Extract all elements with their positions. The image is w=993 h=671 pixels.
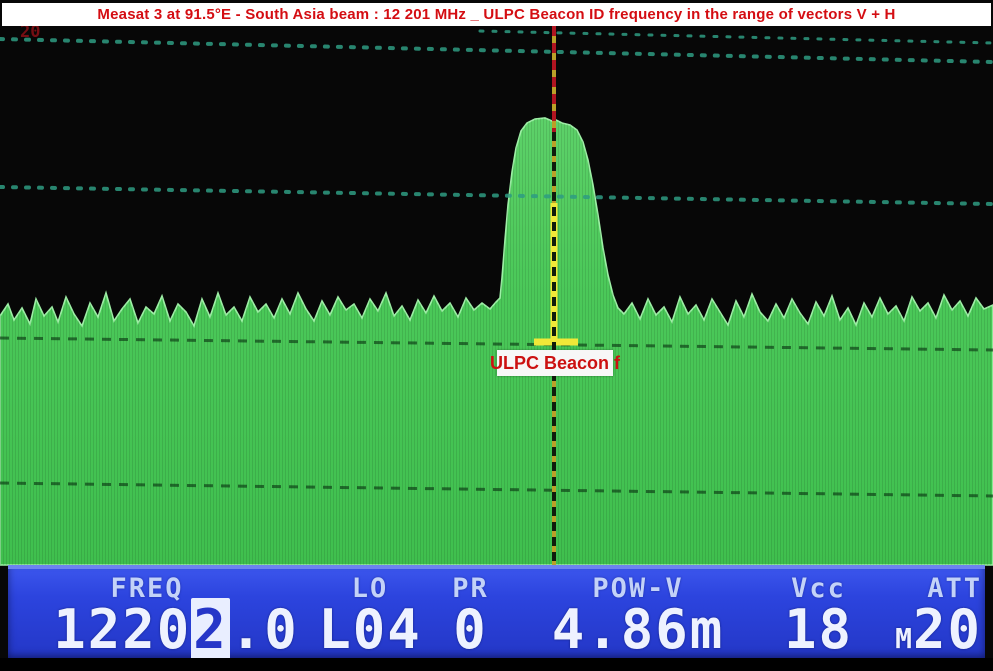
field-att: ATT M20 [866,569,988,662]
field-vcc: Vcc 18 [756,569,881,662]
grid-line-teal [0,37,993,64]
field-pr-value: 0 [453,598,488,661]
field-pow-v-value: 4.86m [551,598,725,661]
field-lo: LO L04 [300,569,440,662]
crt-texture [0,118,993,565]
beacon-flag-label: ULPC Beacon f [490,350,620,376]
grid-line-dark [0,481,993,498]
field-att-value: M20 [895,598,982,661]
grid-line-teal [478,29,993,45]
field-att-label: ATT [927,573,982,604]
field-pow-v-label: POW-V [592,573,684,604]
field-lo-value: L04 [318,598,422,661]
screen-bottom-border [0,658,993,671]
field-freq-label: FREQ [110,573,184,604]
partial-scale-text: 20 [20,22,41,42]
title-text: Measat 3 at 91.5°E - South Asia beam : 1… [97,6,896,23]
grid-line-teal [0,185,993,206]
field-pr-label: PR [452,573,489,604]
field-vcc-label: Vcc [791,573,846,604]
grid-line-dark [0,336,993,352]
status-bar: FREQ 12202.0 LO L04 PR 0 POW-V 4.86m Vcc… [8,565,985,662]
field-freq: FREQ 12202.0 [26,569,326,662]
title-bar: Measat 3 at 91.5°E - South Asia beam : 1… [2,3,991,26]
field-lo-label: LO [351,573,389,604]
beacon-flag-text: ULPC Beacon f [489,352,621,373]
field-pr: PR 0 [428,569,513,662]
field-freq-value[interactable]: 12202.0 [53,598,299,661]
field-vcc-value: 18 [783,598,854,661]
field-pow-v: POW-V 4.86m [523,569,753,662]
